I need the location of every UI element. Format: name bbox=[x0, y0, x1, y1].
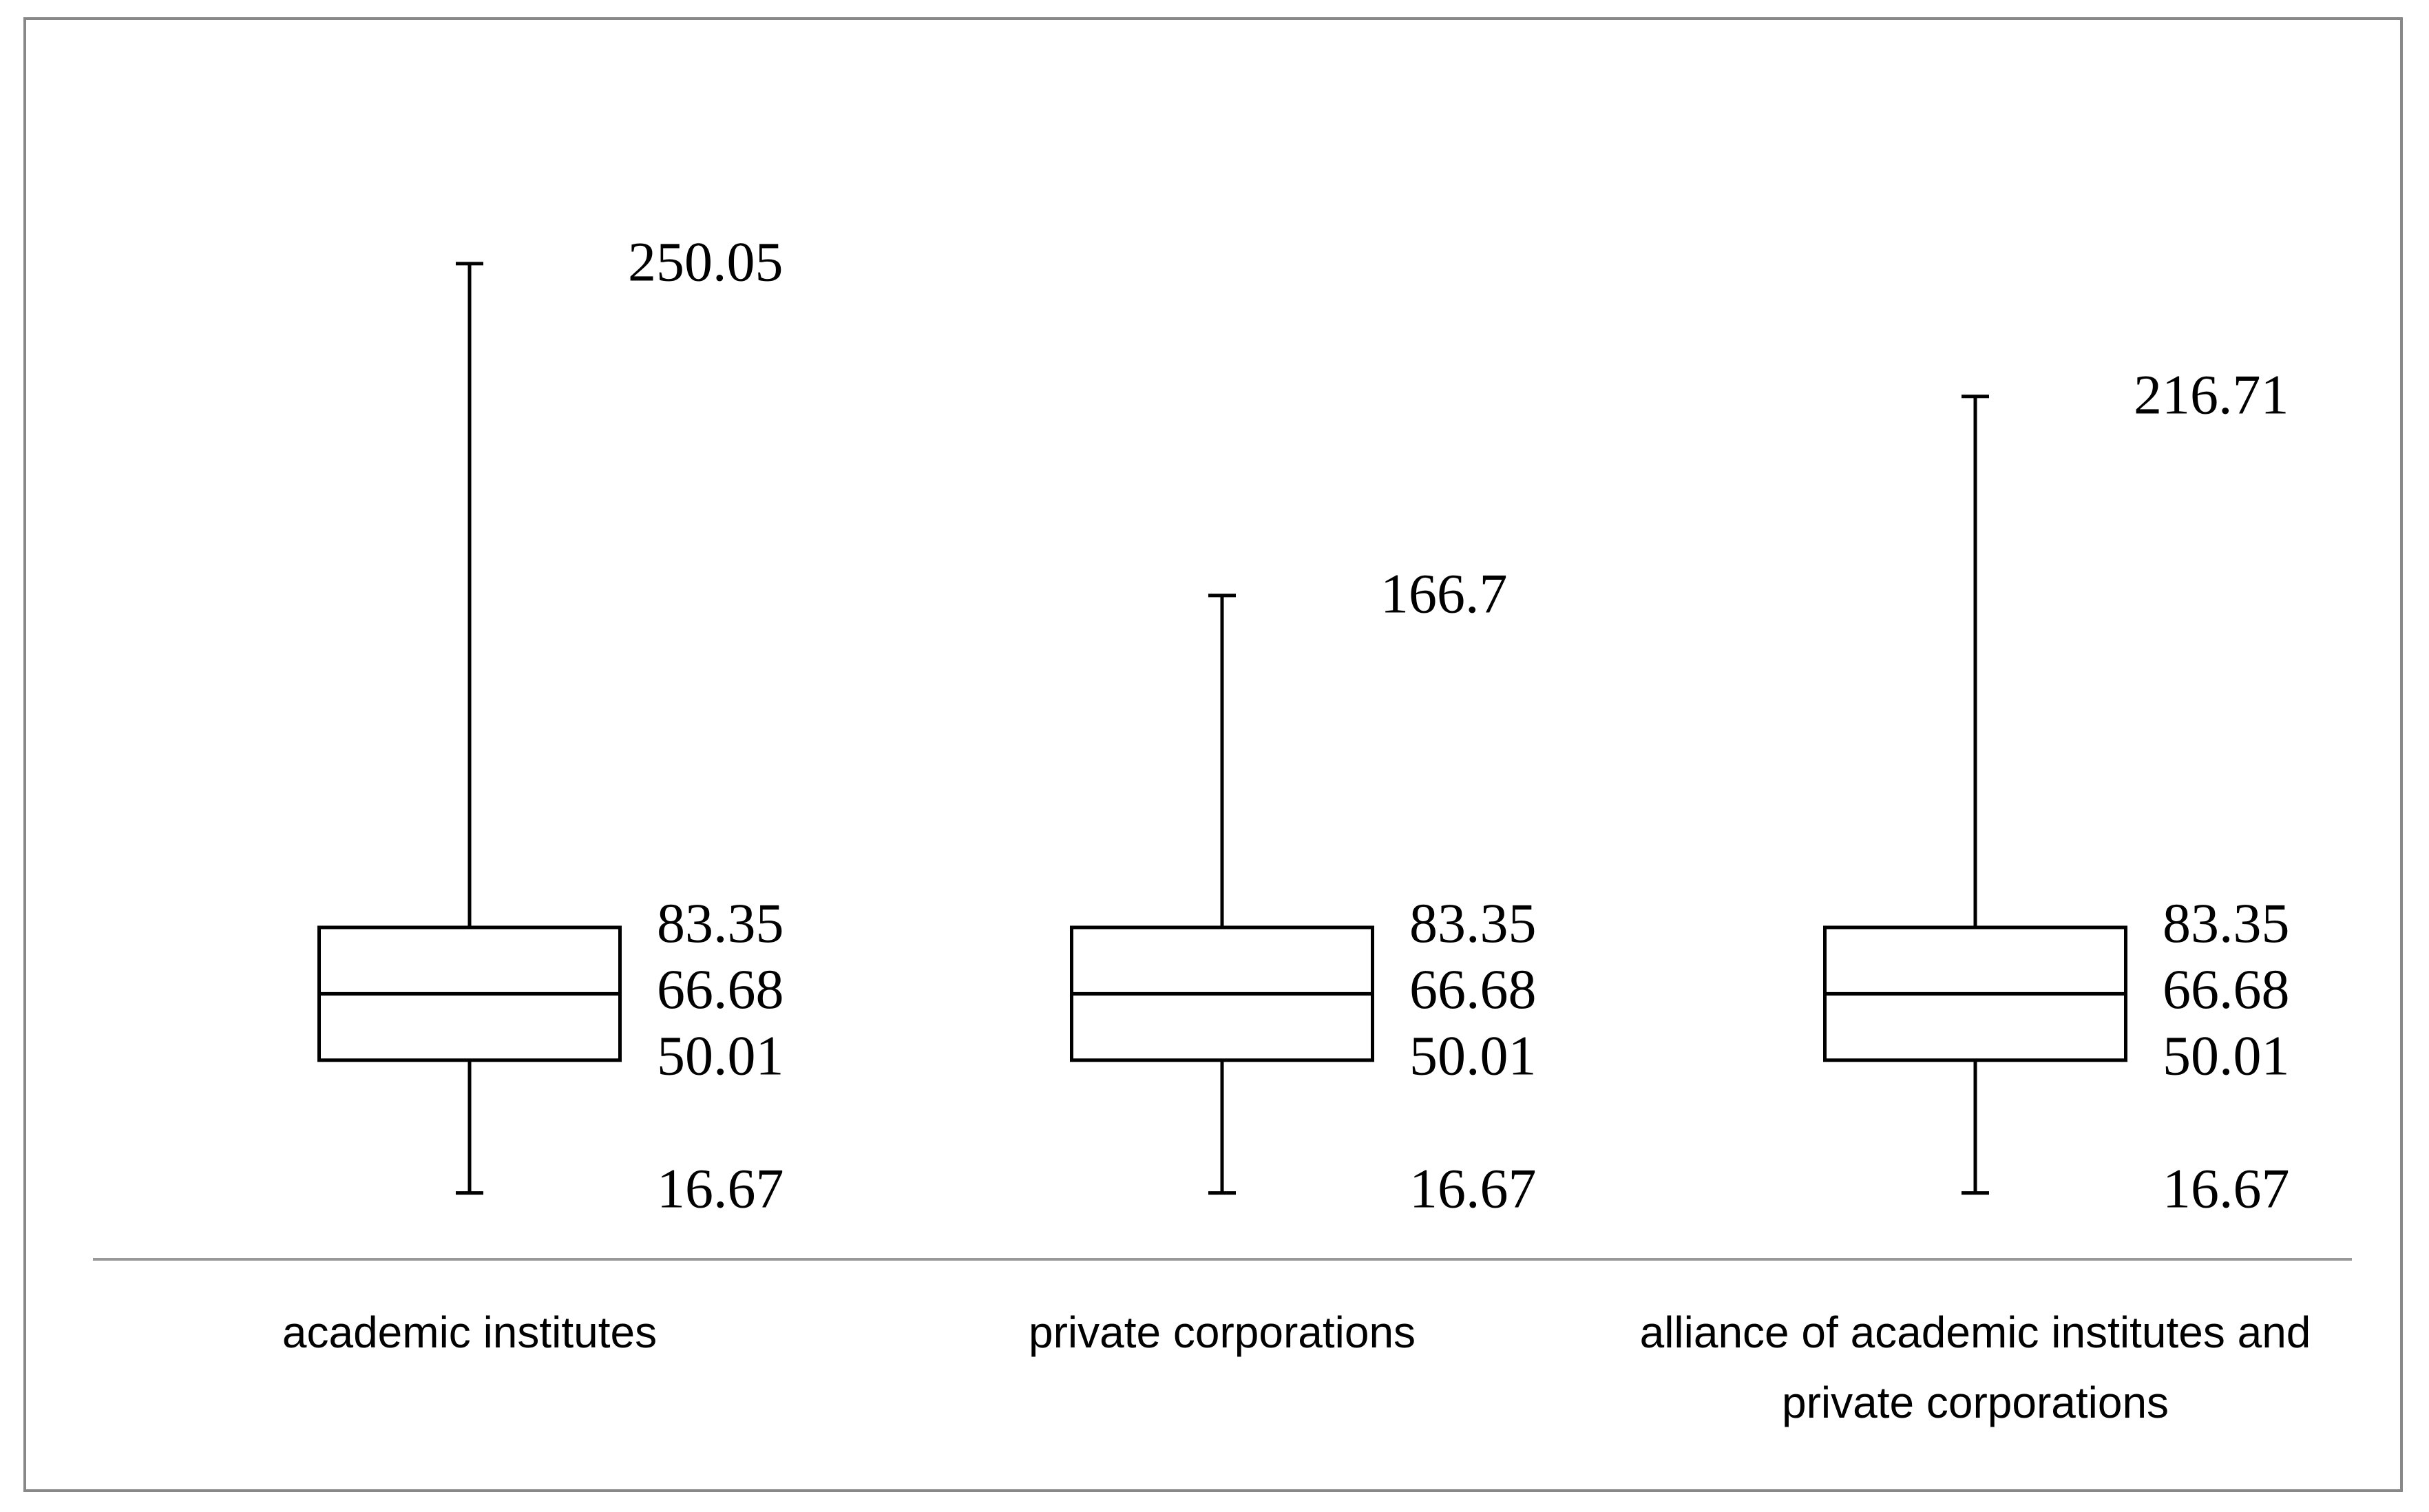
frame bbox=[23, 17, 2403, 1492]
max-label: 216.71 bbox=[2134, 364, 2289, 426]
median-label: 66.68 bbox=[1409, 958, 1537, 1020]
median-label: 66.68 bbox=[657, 958, 784, 1020]
q3-label: 83.35 bbox=[2163, 892, 2290, 954]
min-label: 16.67 bbox=[1409, 1157, 1537, 1219]
x-tick-label: alliance of academic institutes and priv… bbox=[1639, 1308, 2311, 1427]
max-label: 166.7 bbox=[1380, 563, 1508, 625]
min-label: 16.67 bbox=[2163, 1157, 2290, 1219]
q1-label: 50.01 bbox=[1409, 1025, 1537, 1087]
q3-label: 83.35 bbox=[657, 892, 784, 954]
median-label: 66.68 bbox=[2163, 958, 2290, 1020]
x-tick-label: private corporations bbox=[1028, 1308, 1416, 1357]
q3-label: 83.35 bbox=[1409, 892, 1537, 954]
q1-label: 50.01 bbox=[657, 1025, 784, 1087]
q1-label: 50.01 bbox=[2163, 1025, 2290, 1087]
max-label: 250.05 bbox=[628, 231, 784, 293]
x-tick-label: academic institutes bbox=[282, 1308, 658, 1357]
min-label: 16.67 bbox=[657, 1157, 784, 1219]
